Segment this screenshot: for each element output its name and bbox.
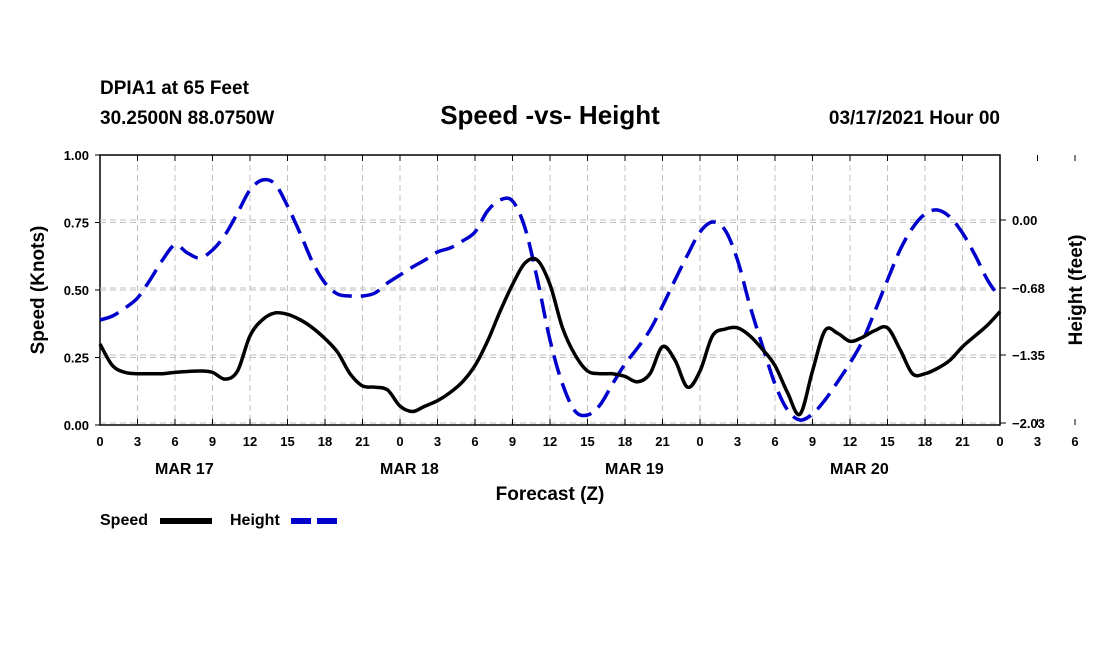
height-series-line: [99, 177, 1002, 422]
gridlines: [100, 155, 1000, 425]
x-tick-label: 0: [96, 434, 103, 449]
tick-marks: [95, 154, 1076, 426]
y2-tick-label: −1.35: [1012, 348, 1045, 363]
y2-tick-label: 0.00: [1012, 213, 1037, 228]
y-tick-labels: 0.00 0.25 0.50 0.75 1.00: [64, 148, 89, 433]
y2-tick-labels: −2.03 −1.35 −0.68 0.00: [1012, 213, 1045, 431]
coordinates-label: 30.2500N 88.0750W: [100, 108, 274, 129]
x-tick-label: 0: [396, 434, 403, 449]
y2-tick-label: −2.03: [1012, 416, 1045, 431]
x-axis-label: Forecast (Z): [496, 484, 605, 505]
legend-speed-label: Speed: [100, 512, 148, 529]
y2-axis-label: Height (feet): [1066, 235, 1087, 346]
day-label: MAR 20: [830, 461, 889, 478]
y-tick-label: 1.00: [64, 148, 89, 163]
y2-tick-label: −0.68: [1012, 281, 1045, 296]
legend-height-label: Height: [230, 512, 280, 529]
x-tick-label: 9: [509, 434, 516, 449]
x-tick-label: 12: [543, 434, 557, 449]
x-tick-label: 3: [134, 434, 141, 449]
speed-series-line: [98, 256, 1002, 417]
x-tick-label: 21: [655, 434, 669, 449]
x-tick-label: 3: [734, 434, 741, 449]
chart-title: Speed -vs- Height: [440, 100, 660, 130]
x-tick-label: 18: [618, 434, 632, 449]
x-tick-label: 9: [209, 434, 216, 449]
x-tick-label: 3: [434, 434, 441, 449]
day-label: MAR 19: [605, 461, 664, 478]
y-axis-label: Speed (Knots): [28, 226, 49, 355]
x-tick-labels: 0369121518210369121518210369121518210369…: [96, 434, 1078, 449]
x-tick-label: 3: [1034, 434, 1041, 449]
x-tick-label: 6: [471, 434, 478, 449]
y-tick-label: 0.50: [64, 283, 89, 298]
x-tick-label: 12: [243, 434, 257, 449]
x-tick-label: 6: [1071, 434, 1078, 449]
x-tick-label: 0: [996, 434, 1003, 449]
y-tick-label: 0.00: [64, 418, 89, 433]
y-tick-label: 0.25: [64, 351, 89, 366]
run-time-label: 03/17/2021 Hour 00: [829, 108, 1000, 129]
station-label: DPIA1 at 65 Feet: [100, 78, 250, 99]
x-tick-label: 15: [580, 434, 594, 449]
y-tick-label: 0.75: [64, 216, 89, 231]
x-tick-label: 9: [809, 434, 816, 449]
x-tick-label: 12: [843, 434, 857, 449]
x-tick-label: 18: [318, 434, 332, 449]
x-tick-label: 0: [696, 434, 703, 449]
x-tick-label: 15: [880, 434, 894, 449]
x-tick-label: 18: [918, 434, 932, 449]
x-tick-label: 6: [171, 434, 178, 449]
x-tick-label: 6: [771, 434, 778, 449]
legend: Speed Height: [100, 512, 343, 529]
x-tick-label: 15: [280, 434, 294, 449]
day-label: MAR 18: [380, 461, 439, 478]
x-tick-label: 21: [355, 434, 369, 449]
day-label: MAR 17: [155, 461, 214, 478]
x-tick-label: 21: [955, 434, 969, 449]
day-labels: MAR 17 MAR 18 MAR 19 MAR 20: [155, 461, 889, 478]
